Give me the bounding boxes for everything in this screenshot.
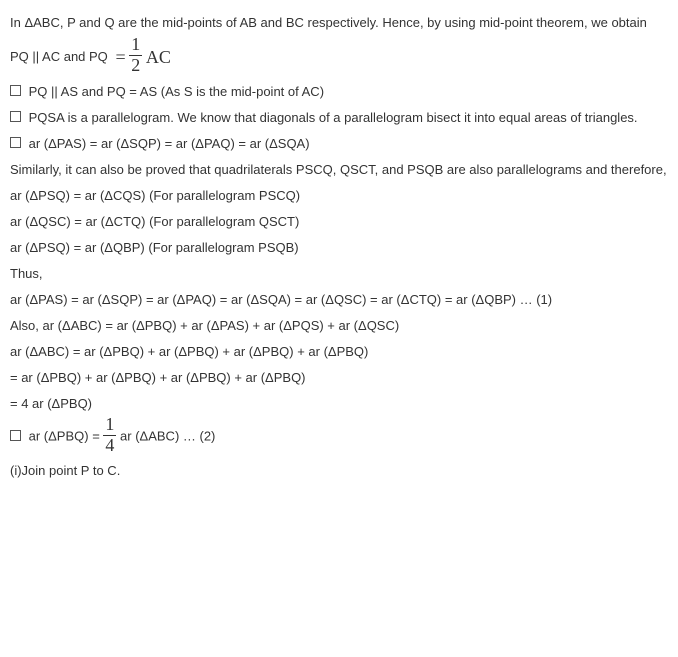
text: PQ || AC and PQ [10, 49, 108, 64]
paragraph: PQSA is a parallelogram. We know that di… [10, 105, 668, 131]
equals-sign: = [115, 47, 125, 67]
paragraph: Thus, [10, 261, 668, 287]
paragraph: (i)Join point P to C. [10, 458, 668, 484]
numerator: 1 [129, 35, 142, 56]
equation-line: PQ || AC and PQ = 1 2 AC [10, 36, 668, 79]
text: ar (ΔABC) … (2) [120, 429, 215, 444]
paragraph: ar (ΔPAS) = ar (ΔSQP) = ar (ΔPAQ) = ar (… [10, 287, 668, 313]
text: PQSA is a parallelogram. We know that di… [25, 110, 638, 125]
paragraph: ar (ΔPAS) = ar (ΔSQP) = ar (ΔPAQ) = ar (… [10, 131, 668, 157]
therefore-icon [10, 137, 21, 148]
equation-line: ar (ΔPBQ) = 1 4 ar (ΔABC) … (2) [10, 417, 668, 458]
text: ar (ΔPAS) = ar (ΔSQP) = ar (ΔPAQ) = ar (… [25, 136, 310, 151]
paragraph: Similarly, it can also be proved that qu… [10, 157, 668, 183]
paragraph: ar (ΔQSC) = ar (ΔCTQ) (For parallelogram… [10, 209, 668, 235]
denominator: 2 [129, 56, 142, 76]
paragraph: ar (ΔABC) = ar (ΔPBQ) + ar (ΔPBQ) + ar (… [10, 339, 668, 365]
therefore-icon [10, 85, 21, 96]
therefore-icon [10, 430, 21, 441]
document-body: In ΔABC, P and Q are the mid-points of A… [10, 10, 668, 484]
fraction: 1 4 [103, 415, 116, 456]
paragraph: PQ || AS and PQ = AS (As S is the mid-po… [10, 79, 668, 105]
fraction: 1 2 [129, 35, 142, 76]
text: ar (ΔPBQ) = [25, 429, 103, 444]
denominator: 4 [103, 436, 116, 456]
paragraph: Also, ar (ΔABC) = ar (ΔPBQ) + ar (ΔPAS) … [10, 313, 668, 339]
therefore-icon [10, 111, 21, 122]
paragraph: ar (ΔPSQ) = ar (ΔQBP) (For parallelogram… [10, 235, 668, 261]
paragraph: ar (ΔPSQ) = ar (ΔCQS) (For parallelogram… [10, 183, 668, 209]
paragraph: In ΔABC, P and Q are the mid-points of A… [10, 10, 668, 36]
numerator: 1 [103, 415, 116, 436]
paragraph: = ar (ΔPBQ) + ar (ΔPBQ) + ar (ΔPBQ) + ar… [10, 365, 668, 391]
text: PQ || AS and PQ = AS (As S is the mid-po… [25, 84, 324, 99]
text: AC [146, 47, 171, 67]
